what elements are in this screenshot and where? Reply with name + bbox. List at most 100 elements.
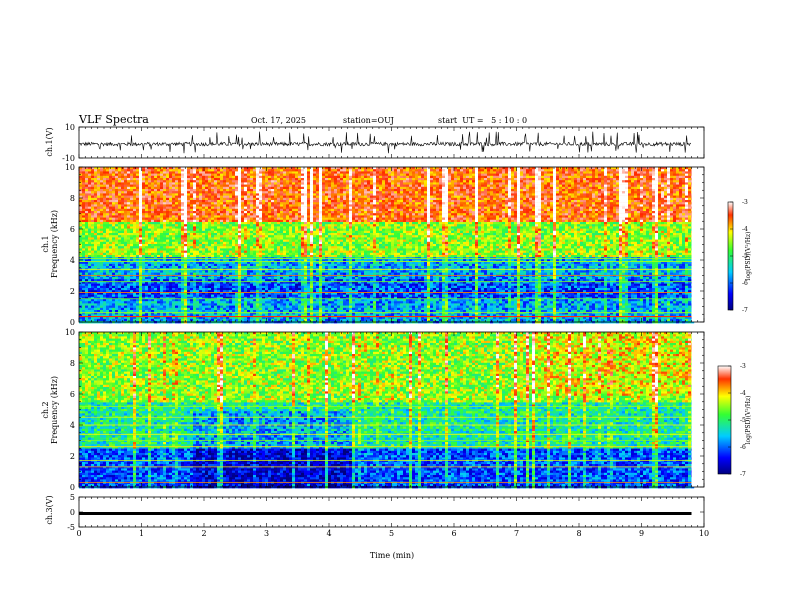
ch1-spec-cell (103, 178, 107, 181)
ch1-spec-cell (148, 213, 152, 216)
ch1-spec-cell (142, 167, 146, 170)
ch1-spec-cell (115, 261, 119, 264)
ch1-spec-cell (127, 312, 131, 315)
ch1-spec-cell (142, 204, 146, 207)
ch1-spec-cell (262, 310, 266, 313)
ch1-spec-cell (235, 270, 239, 273)
ch1-spec-cell (262, 173, 266, 176)
ch1-spec-cell (79, 222, 83, 225)
ch1-spec-cell (133, 226, 137, 229)
ch1-spec-cell (148, 215, 152, 218)
ch1-spec-cell (115, 180, 119, 183)
ch1-spec-cell (214, 283, 218, 286)
ch1-spec-cell (256, 277, 260, 280)
ch1-spec-cell (100, 290, 104, 293)
ch1-spec-cell (277, 285, 281, 289)
ch1-spec-cell (220, 222, 224, 225)
ch1-spec-cell (271, 241, 275, 245)
ch1-spec-cell (262, 312, 266, 315)
ch1-spec-cell (265, 182, 269, 185)
ch1-spec-cell (190, 316, 194, 319)
ch1-spec-cell (91, 235, 95, 238)
ch1-spec-cell (103, 244, 107, 247)
ch1-spec-cell (247, 182, 251, 185)
ch1-spec-cell (253, 248, 257, 251)
ch1-spec-cell (250, 213, 254, 216)
ch1-spec-cell (115, 248, 119, 251)
ch1-spec-cell (139, 171, 143, 174)
ch1-spec-cell (193, 274, 197, 278)
ch1-spec-cell (277, 255, 281, 258)
ch1-spec-cell (217, 180, 221, 183)
ch1-spec-cell (103, 312, 107, 315)
ch1-spec-cell (232, 208, 236, 212)
ch1-spec-cell (265, 303, 269, 306)
ch1-spec-cell (94, 261, 98, 264)
ch1-spec-cell (91, 169, 95, 172)
ch1-spec-cell (259, 184, 263, 187)
ch1-spec-cell (142, 219, 146, 223)
ch1-spec-cell (274, 250, 278, 253)
ch1-spec-cell (262, 270, 266, 273)
ch1-spec-cell (220, 301, 224, 304)
ch1-spec-cell (112, 266, 116, 269)
ch1-spec-cell (166, 281, 170, 284)
ch1-spec-cell (103, 248, 107, 251)
ch1-spec-cell (106, 186, 110, 190)
ch1-spec-cell (115, 226, 119, 229)
ch1-spec-cell (136, 208, 140, 212)
ch1-spec-cell (235, 175, 239, 179)
ch1-spec-cell (175, 272, 179, 275)
ch1-spec-cell (130, 248, 134, 251)
ch1-spec-cell (238, 272, 242, 275)
ch1-spec-cell (103, 263, 107, 267)
ch1-spec-cell (136, 167, 140, 170)
ch1-spec-cell (139, 290, 143, 293)
ch1-spec-cell (166, 186, 170, 190)
ch1-spec-cell (172, 182, 176, 185)
ch1-spec-cell (256, 263, 260, 267)
ch1-spec-cell (100, 285, 104, 289)
ch1-spec-cell (202, 215, 206, 218)
ch1-spec-cell (166, 204, 170, 207)
ch1-spec-cell (97, 228, 101, 231)
ch1-spec-cell (232, 261, 236, 264)
ch1-spec-cell (202, 178, 206, 181)
ch1-spec-cell (115, 316, 119, 319)
ch1-spec-cell (91, 182, 95, 185)
ch1-spec-cell (199, 171, 203, 174)
ch1-spec-cell (214, 316, 218, 319)
ch1-spec-cell (256, 283, 260, 286)
ch1-spec-cell (205, 200, 209, 203)
ch1-spec-cell (163, 316, 167, 319)
ch1-spec-cell (199, 290, 203, 293)
ch1-spec-cell (133, 263, 137, 267)
ch1-spec-cell (115, 211, 119, 214)
ch1-spec-cell (220, 270, 224, 273)
ch1-spec-cell (247, 197, 251, 201)
ch1-spec-cell (79, 228, 83, 231)
ch1-spec-cell (124, 217, 128, 220)
ch1-spec-cell (91, 310, 95, 313)
ch1-spec-cell (202, 173, 206, 176)
ch1-spec-cell (199, 307, 203, 311)
ch1-spec-cell (196, 252, 200, 256)
ch1-spec-cell (271, 197, 275, 201)
ch1-spec-cell (274, 180, 278, 183)
ch1-spec-cell (202, 230, 206, 234)
ch1-spec-cell (244, 314, 248, 317)
ch1-spec-cell (202, 237, 206, 240)
ch1-spec-cell (157, 246, 161, 249)
ch1-spec-cell (208, 206, 212, 209)
ch1-spec-cell (208, 230, 212, 234)
ch1-spec-cell (82, 173, 86, 176)
ch1-spec-cell (172, 228, 176, 231)
ch1-spec-cell (187, 186, 191, 190)
ch1-spec-cell (130, 305, 134, 308)
ch1-spec-cell (193, 307, 197, 311)
ch1-spec-cell (109, 224, 113, 227)
ch1-spec-cell (166, 219, 170, 223)
ch1-spec-cell (145, 285, 149, 289)
ch1-spec-cell (127, 272, 131, 275)
ch1-spec-cell (223, 277, 227, 280)
